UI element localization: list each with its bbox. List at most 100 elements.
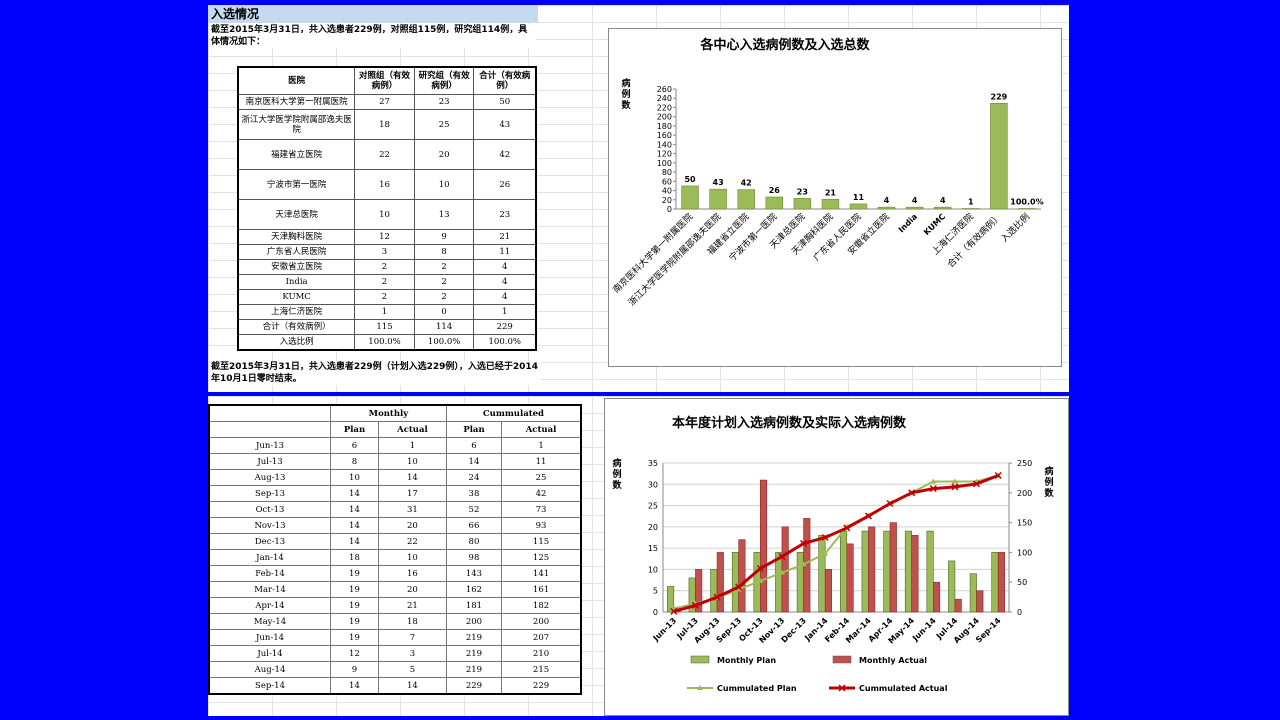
monthly-value-cell: 93: [501, 517, 582, 534]
enrollment-sheet-bottom: Monthly Cummulated Plan Actual Plan Actu…: [208, 396, 1069, 716]
point-cummulated-plan: [822, 550, 829, 556]
y2-tick-label: 150: [1017, 519, 1032, 528]
y2-tick-label: 50: [1017, 578, 1027, 587]
monthly-value-cell: 10: [377, 549, 447, 566]
hospital-value-cell: 20: [413, 139, 475, 170]
header-control: 对照组（有效病例）: [354, 66, 415, 95]
bar-monthly-actual: [997, 552, 1005, 613]
hospital-name-cell: 入选比例: [237, 334, 356, 350]
point-cummulated-actual: [670, 607, 678, 615]
bar-data-label: 1: [968, 198, 974, 207]
bar-monthly-actual: [716, 552, 724, 613]
bar-data-label: 21: [825, 188, 837, 197]
monthly-value-cell: 19: [330, 613, 379, 630]
point-cummulated-actual: [951, 483, 959, 491]
hospital-value-cell: 115: [354, 319, 415, 335]
monthly-value-cell: 9: [330, 661, 379, 678]
hospital-value-cell: 229: [473, 319, 537, 335]
hospital-row: India 2 2 4: [237, 274, 537, 290]
y-tick-label: 240: [657, 94, 672, 103]
bar-monthly-plan: [991, 552, 999, 613]
point-cummulated-actual: [908, 489, 916, 497]
monthly-row: Sep-14 14 14 229 229: [208, 677, 582, 695]
hospital-value-cell: 10: [413, 169, 475, 200]
hospital-name-cell: India: [237, 274, 356, 290]
hospital-table-header: 医院 对照组（有效病例） 研究组（有效病例） 合计（有效病例）: [237, 66, 537, 95]
hospital-value-cell: 4: [473, 274, 537, 290]
y-axis-label: 病例数: [621, 77, 631, 111]
bar: [709, 188, 727, 210]
y-tick-label: 25: [648, 502, 658, 511]
hospital-value-cell: 9: [413, 229, 475, 245]
bar-monthly-plan: [775, 552, 783, 613]
monthly-value-cell: 200: [445, 613, 503, 630]
bar: [793, 198, 812, 210]
monthly-row: Dec-13 14 22 80 115: [208, 533, 582, 550]
legend-marker: [697, 685, 703, 690]
monthly-value-cell: 19: [330, 597, 379, 614]
hospital-value-cell: 26: [473, 169, 537, 200]
monthly-row: Nov-13 14 20 66 93: [208, 517, 582, 534]
bar-monthly-actual: [824, 569, 832, 613]
point-cummulated-actual: [994, 471, 1002, 480]
monthly-value-cell: 80: [445, 533, 503, 550]
header-cum-plan: Plan: [445, 421, 503, 438]
y-axis-label: 病例数: [612, 457, 622, 491]
monthly-value-cell: 73: [501, 501, 582, 518]
monthly-value-cell: 210: [501, 645, 582, 662]
month-cell: Jan-14: [208, 549, 331, 566]
monthly-value-cell: 14: [330, 517, 379, 534]
bar-monthly-actual: [846, 543, 854, 613]
bar-data-label: 42: [741, 179, 752, 188]
hospital-row: 天津胸科医院 12 9 21: [237, 229, 537, 245]
sheet-title: 入选情况: [208, 5, 538, 23]
bar: [765, 196, 783, 210]
hospital-value-cell: 13: [413, 199, 475, 230]
bar-monthly-plan: [926, 530, 934, 613]
monthly-value-cell: 16: [377, 565, 447, 582]
legend-label: Monthly Plan: [717, 656, 776, 665]
monthly-value-cell: 141: [501, 565, 582, 582]
month-cell: Aug-14: [208, 661, 331, 678]
x-tick-label: India: [897, 212, 919, 234]
bar-monthly-plan: [731, 552, 739, 613]
hospital-row: 南京医科大学第一附属医院 27 23 50: [237, 94, 537, 110]
monthly-value-cell: 11: [501, 453, 582, 470]
monthly-value-cell: 215: [501, 661, 582, 678]
bar: [990, 103, 1008, 210]
hospital-value-cell: 4: [473, 259, 537, 275]
bar-monthly-actual: [976, 590, 984, 613]
hospital-row: 合计（有效病例） 115 114 229: [237, 319, 537, 335]
hospital-name-cell: 福建省立医院: [237, 139, 356, 170]
monthly-value-cell: 20: [377, 517, 447, 534]
hospital-value-cell: 2: [413, 274, 475, 290]
hospital-name-cell: 宁波市第一医院: [237, 169, 356, 200]
header-study: 研究组（有效病例）: [413, 66, 475, 95]
y2-tick-label: 200: [1017, 489, 1032, 498]
hospital-value-cell: 43: [473, 109, 537, 140]
monthly-row: Aug-14 9 5 219 215: [208, 661, 582, 678]
monthly-row: Oct-13 14 31 52 73: [208, 501, 582, 518]
note-top: 截至2015年3月31日，共入选患者229例，对照组115例，研究组114例，具…: [211, 24, 536, 48]
monthly-value-cell: 14: [330, 501, 379, 518]
hospital-value-cell: 2: [413, 289, 475, 305]
bar: [905, 206, 924, 210]
monthly-table-group-header: Monthly Cummulated: [208, 404, 582, 422]
header-monthly-actual: Actual: [377, 421, 447, 438]
monthly-value-cell: 219: [445, 661, 503, 678]
bar-data-label: 50: [684, 175, 696, 184]
x-tick-label: Jun-13: [651, 616, 678, 643]
hospital-value-cell: 100.0%: [354, 334, 415, 350]
monthly-value-cell: 22: [377, 533, 447, 550]
hospital-value-cell: 8: [413, 244, 475, 260]
monthly-row: Jun-14 19 7 219 207: [208, 629, 582, 646]
monthly-value-cell: 10: [377, 453, 447, 470]
monthly-row: Jul-13 8 10 14 11: [208, 453, 582, 470]
hospital-name-cell: 浙江大学医学院附属邵逸夫医院: [237, 109, 356, 140]
monthly-value-cell: 1: [377, 437, 447, 454]
monthly-value-cell: 7: [377, 629, 447, 646]
month-cell: Sep-13: [208, 485, 331, 502]
monthly-value-cell: 38: [445, 485, 503, 502]
y-tick-label: 15: [648, 544, 658, 553]
